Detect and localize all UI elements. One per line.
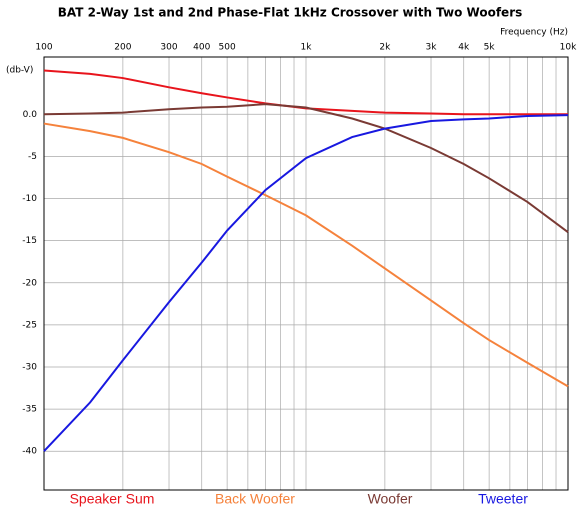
x-tick-label: 1k: [301, 43, 313, 53]
y-axis-label: (db-V): [6, 66, 33, 76]
series-line: [43, 122, 569, 388]
y-tick-label: -10: [22, 194, 37, 204]
x-tick-label: 4k: [458, 43, 470, 53]
y-tick-label: -15: [22, 236, 37, 246]
x-tick-label: 5k: [484, 43, 496, 53]
y-tick-label: -40: [22, 447, 37, 457]
x-tick-label: 3k: [426, 43, 438, 53]
legend-label: Back Woofer: [215, 491, 295, 507]
x-tick-label: 400: [193, 43, 210, 53]
x-tick-label: 10k: [560, 43, 577, 53]
x-tick-label: 100: [35, 43, 52, 53]
x-tick-label: 200: [114, 43, 131, 53]
legend-label: Speaker Sum: [70, 491, 155, 507]
y-tick-label: 0.0: [23, 110, 38, 120]
legend-label: Woofer: [368, 491, 413, 507]
y-tick-label: -5: [28, 152, 37, 162]
legend-label: Tweeter: [478, 491, 528, 507]
y-tick-label: -35: [22, 405, 37, 415]
x-tick-label: 2k: [379, 43, 391, 53]
chart-title: BAT 2-Way 1st and 2nd Phase-Flat 1kHz Cr…: [58, 6, 523, 20]
x-axis-label: Frequency (Hz): [500, 28, 568, 38]
series-line: [43, 114, 569, 452]
series-line: [43, 103, 569, 234]
y-tick-label: -20: [22, 278, 37, 288]
y-tick-label: -30: [22, 363, 37, 373]
plot-frame: [43, 56, 569, 491]
x-tick-label: 500: [219, 43, 236, 53]
x-tick-label: 300: [160, 43, 177, 53]
y-tick-label: -25: [22, 320, 37, 330]
